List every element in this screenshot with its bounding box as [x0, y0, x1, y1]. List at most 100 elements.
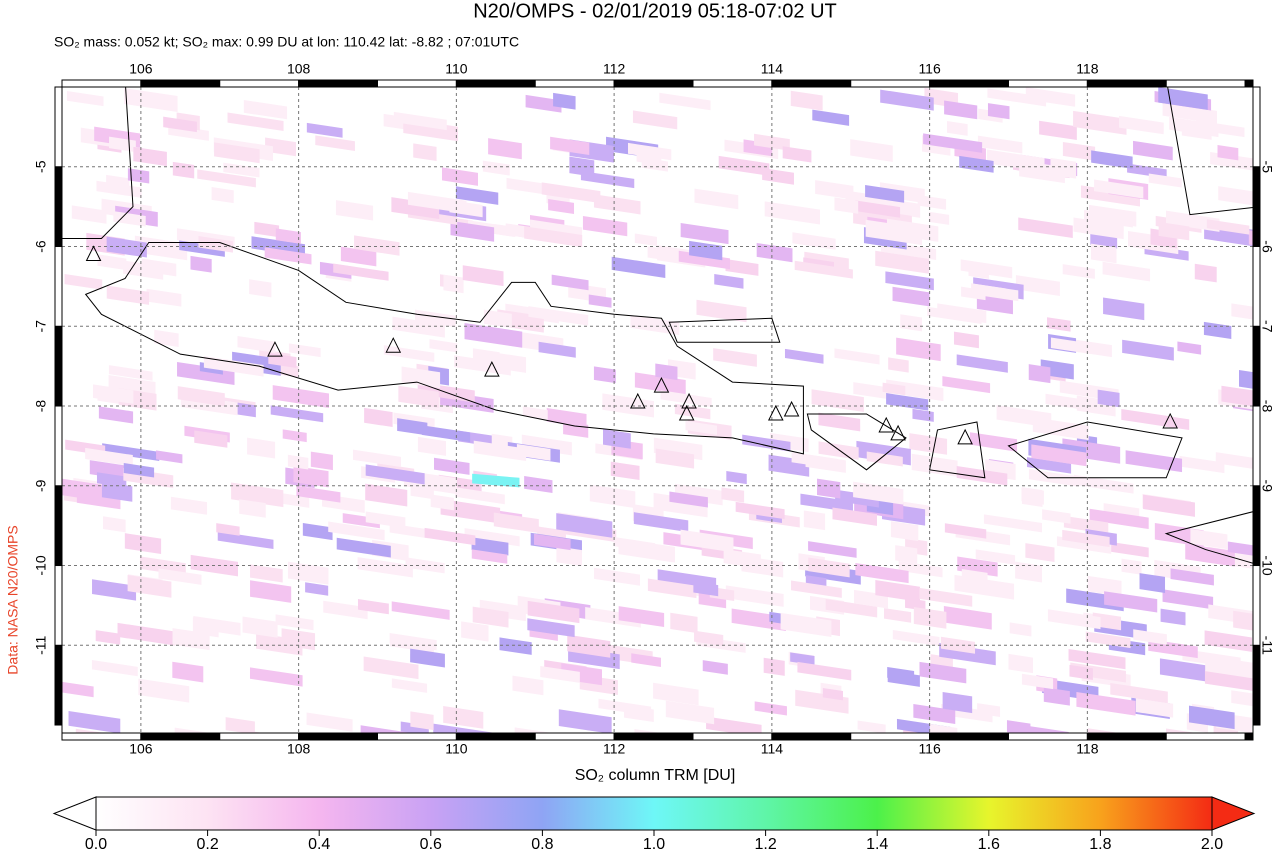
- so2-pixel: [960, 259, 1013, 279]
- so2-pixel: [1066, 588, 1124, 612]
- so2-pixel: [97, 254, 127, 271]
- so2-pixel: [1204, 630, 1252, 652]
- so2-pixel: [1121, 558, 1142, 575]
- so2-pixel: [764, 201, 820, 225]
- so2-pixel: [443, 274, 464, 294]
- so2-pixel: [890, 521, 919, 542]
- frame-bar: [1252, 644, 1261, 726]
- so2-pixel: [911, 453, 958, 477]
- so2-pixel: [603, 429, 631, 449]
- so2-pixel: [655, 448, 695, 469]
- so2-pixel: [803, 510, 826, 531]
- so2-pixel: [647, 578, 697, 599]
- so2-pixel: [242, 616, 278, 638]
- so2-pixel: [194, 430, 228, 448]
- so2-pixel: [808, 557, 850, 578]
- so2-pixel: [133, 146, 167, 167]
- so2-pixel: [363, 656, 419, 680]
- so2-pixel: [440, 498, 501, 524]
- frame-bar: [455, 732, 536, 741]
- so2-pixel: [977, 135, 1023, 154]
- frame-bar: [54, 485, 63, 567]
- so2-pixel: [791, 580, 842, 598]
- so2-pixel: [550, 136, 590, 155]
- so2-pixel: [669, 491, 708, 508]
- so2-pixel: [1025, 543, 1055, 563]
- frame-bar: [1086, 79, 1167, 88]
- volcano: [768, 404, 784, 421]
- so2-pixel: [197, 169, 256, 188]
- volcano: [957, 428, 973, 445]
- frame-bar: [1007, 732, 1088, 741]
- so2-pixel: [340, 246, 377, 267]
- so2-pixel: [634, 729, 658, 733]
- coastline: [62, 87, 134, 240]
- so2-pixel: [1047, 609, 1101, 630]
- so2-pixel: [588, 294, 612, 308]
- so2-pixel: [391, 601, 450, 620]
- so2-pixel: [942, 376, 991, 394]
- y-tick-label: -11: [33, 635, 49, 654]
- so2-pixel: [424, 527, 476, 546]
- so2-pixel: [398, 385, 439, 408]
- so2-pixel: [1206, 219, 1250, 235]
- so2-pixel: [1025, 87, 1076, 107]
- so2-pixel: [1015, 561, 1042, 583]
- frame-bar: [1165, 732, 1246, 741]
- so2-pixel: [540, 665, 580, 683]
- so2-pixel: [249, 279, 272, 298]
- so2-pixel: [822, 688, 844, 701]
- so2-pixel: [611, 256, 666, 278]
- so2-pixel: [357, 557, 413, 578]
- frame-bar: [534, 79, 615, 88]
- so2-pixel: [660, 390, 712, 407]
- so2-pixel: [1179, 455, 1225, 474]
- so2-pixel: [919, 587, 973, 607]
- so2-pixel: [127, 575, 172, 598]
- so2-pixel: [1031, 444, 1087, 467]
- colorbar-tick-label: 1.8: [1089, 836, 1111, 853]
- so2-pixel: [742, 434, 791, 452]
- so2-pixel: [172, 161, 195, 179]
- so2-pixel: [1021, 487, 1044, 505]
- frame-bar: [692, 79, 773, 88]
- frame-bar: [140, 79, 221, 88]
- so2-pixel: [593, 366, 616, 384]
- x-tick-label: 106: [129, 741, 153, 757]
- so2-pixel: [95, 630, 121, 645]
- x-tick-label: 106: [129, 61, 153, 77]
- frame-bar: [54, 166, 63, 248]
- so2-pixel: [305, 582, 329, 596]
- so2-pixel: [1227, 541, 1253, 556]
- frame-bar: [534, 732, 615, 741]
- so2-pixel: [1217, 144, 1239, 161]
- so2-pixel: [124, 88, 178, 113]
- so2-pixel: [808, 541, 857, 558]
- x-tick-label: 112: [603, 741, 626, 757]
- so2-pixel: [987, 103, 1010, 120]
- so2-pixel: [134, 235, 188, 261]
- so2-pixel: [1218, 186, 1253, 206]
- frame-bar: [54, 246, 63, 327]
- so2-pixel: [1170, 568, 1214, 586]
- colorbar-tick-label: 1.4: [866, 836, 888, 853]
- so2-pixel: [895, 200, 921, 218]
- colorbar-low-arrow: [52, 796, 97, 831]
- so2-pixel: [471, 549, 508, 564]
- so2-pixel: [580, 170, 635, 189]
- colorbar-label: SO₂ column TRM [DU]: [575, 767, 736, 784]
- so2-pixel: [929, 723, 958, 733]
- so2-pixel: [928, 211, 950, 225]
- frame-bar: [613, 79, 694, 88]
- frame-bar: [1252, 485, 1261, 567]
- so2-pixel: [1143, 494, 1195, 517]
- so2-pixel: [790, 90, 823, 111]
- so2-pixel: [1248, 230, 1253, 246]
- so2-pixel: [75, 728, 105, 733]
- so2-pixel: [336, 537, 391, 558]
- frame-bar: [613, 732, 694, 741]
- so2-pixel: [694, 630, 724, 647]
- so2-pixel: [718, 155, 770, 176]
- so2-pixel: [567, 634, 611, 658]
- so2-pixel: [589, 484, 636, 509]
